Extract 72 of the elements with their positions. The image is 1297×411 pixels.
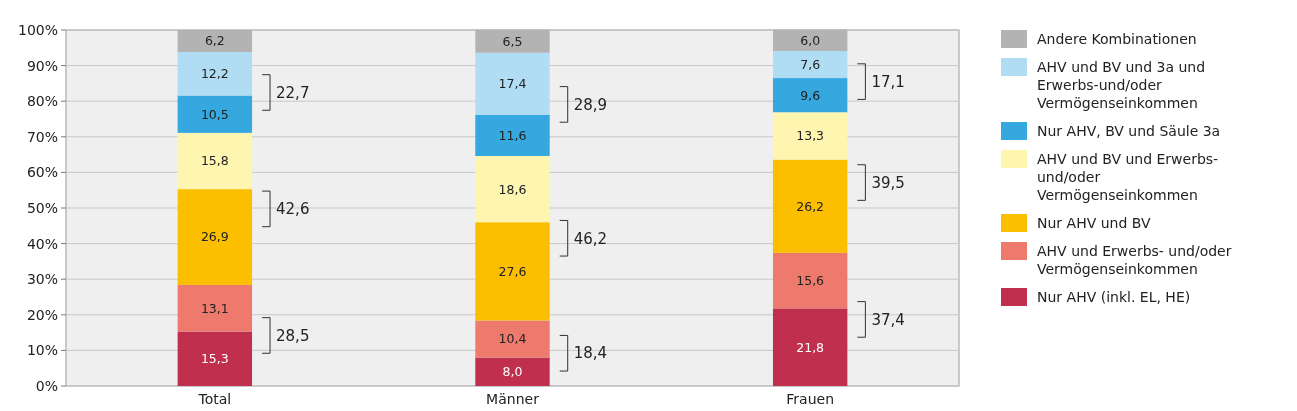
data-label: 13,3 [796, 128, 825, 144]
data-label: 17,4 [498, 76, 527, 92]
legend-label: AHV und BV und 3a und Erwerbs-und/oder Vermögenseinkommen [1037, 58, 1206, 111]
legend-label: Nur AHV und BV [1037, 214, 1151, 231]
data-label: 6,0 [800, 32, 821, 48]
data-label: 26,2 [796, 198, 825, 214]
bar [772, 159, 848, 253]
bar [475, 357, 550, 386]
data-label: 10,4 [498, 331, 527, 347]
legend-label: Andere Kombinationen [1037, 30, 1197, 47]
data-label: 11,6 [498, 127, 527, 143]
data-label: 26,9 [200, 229, 229, 245]
y-tick-label: 80% [26, 93, 58, 110]
data-label: 15,8 [200, 153, 229, 169]
bar [177, 30, 253, 53]
data-label: 7,6 [800, 56, 821, 72]
bar [177, 331, 253, 386]
annotation: 17,1 [871, 72, 905, 91]
data-label: 12,2 [200, 66, 229, 82]
bar [177, 95, 253, 133]
bar [772, 308, 848, 386]
data-label: 18,6 [498, 181, 527, 197]
y-tick-label: 60% [26, 164, 58, 181]
legend-label: AHV und BV und Erwerbs- und/oder Vermögenseinkommen [1037, 150, 1219, 203]
data-label: 6,2 [204, 33, 225, 49]
annotation: 28,5 [276, 326, 310, 345]
annotation: 39,5 [871, 173, 905, 192]
bar [475, 52, 550, 115]
bar [475, 29, 550, 53]
y-tick-label: 0% [35, 377, 58, 394]
legend-label: Nur AHV (inkl. EL, HE) [1037, 288, 1191, 305]
y-tick-label: 90% [26, 57, 58, 74]
data-label: 9,6 [800, 87, 821, 103]
y-tick-label: 70% [26, 128, 58, 145]
annotation: 46,2 [573, 229, 608, 248]
x-tick-label: Total [197, 391, 232, 407]
bar [772, 29, 848, 51]
data-label: 27,6 [498, 263, 527, 279]
bar [475, 156, 550, 223]
annotation: 18,4 [573, 344, 608, 363]
bar [772, 51, 848, 79]
y-tick-label: 30% [26, 271, 58, 288]
data-label: 10,5 [200, 106, 229, 122]
bar [177, 52, 253, 96]
y-tick-label: 10% [26, 342, 58, 359]
bar [475, 222, 550, 321]
annotation: 37,4 [871, 310, 905, 329]
bar [772, 252, 848, 309]
x-tick-label: Frauen [786, 391, 835, 407]
bar [177, 189, 253, 285]
bar [772, 112, 848, 160]
annotation: 42,6 [276, 200, 310, 219]
legend-label: AHV und Erwerbs- und/oder Vermögenseinkommen [1037, 242, 1232, 277]
bar [177, 132, 253, 190]
data-label: 13,1 [200, 300, 229, 316]
data-label: 15,3 [200, 351, 229, 367]
data-label: 21,8 [796, 339, 825, 355]
y-tick-label: 40% [26, 235, 58, 252]
y-tick-label: 20% [26, 306, 58, 323]
bar [475, 114, 550, 157]
bar [475, 320, 550, 358]
data-label: 6,5 [502, 33, 523, 49]
legend-label: Nur AHV, BV und Säule 3a [1037, 122, 1221, 139]
y-tick-label: 50% [26, 199, 58, 216]
y-tick-label: 100% [17, 21, 58, 38]
annotation: 22,7 [276, 83, 310, 102]
bar [772, 78, 848, 113]
data-label: 8,0 [502, 364, 523, 380]
annotation: 28,9 [573, 95, 608, 114]
data-label: 15,6 [796, 273, 825, 288]
bar [177, 284, 253, 332]
x-tick-label: Männer [486, 391, 540, 407]
